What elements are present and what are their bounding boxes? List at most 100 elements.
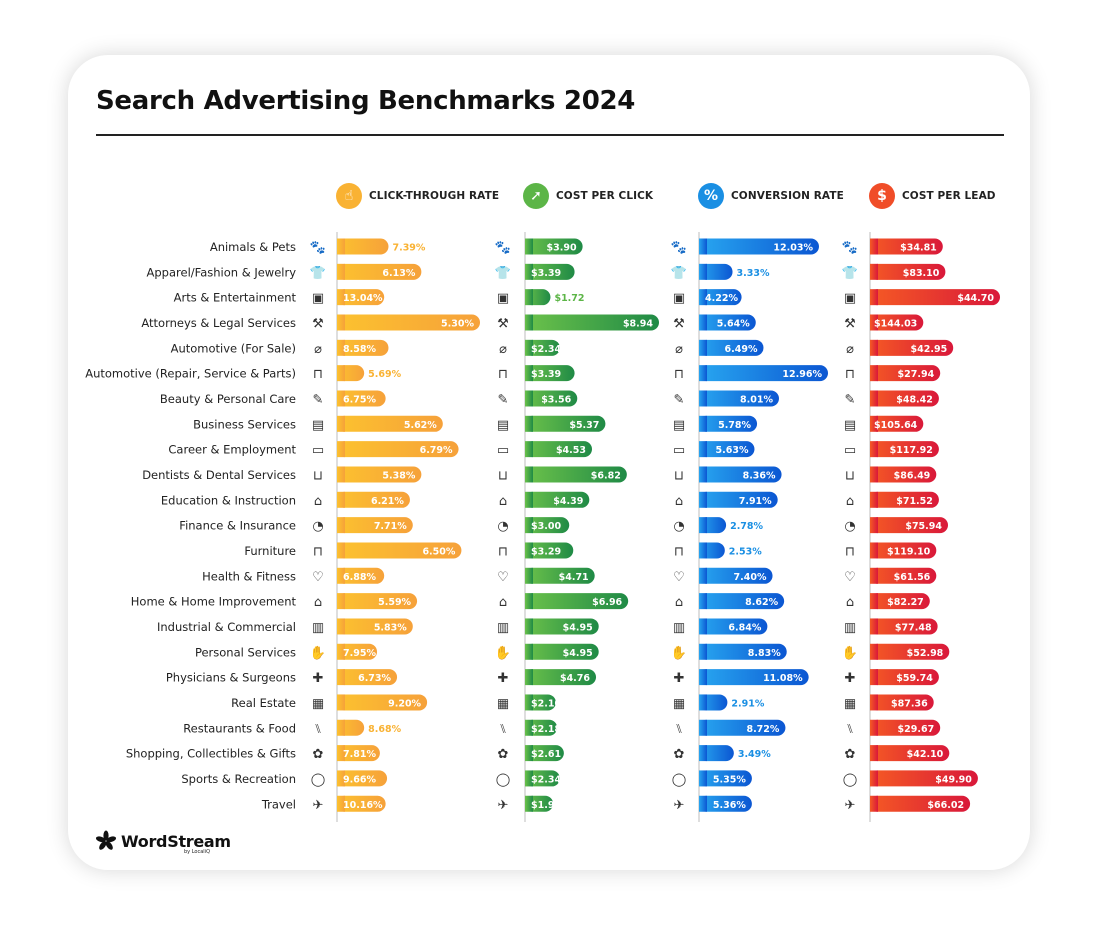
- svg-text:♡: ♡: [844, 570, 856, 585]
- bar: [525, 618, 599, 635]
- bar-left-edge: [337, 314, 345, 331]
- data-label: $6.82: [591, 470, 621, 481]
- paw-icon: 🐾: [842, 241, 858, 256]
- bar-left-edge: [525, 719, 533, 736]
- bar-left-edge: [699, 517, 707, 534]
- storefront-icon: ▦: [844, 696, 856, 711]
- data-label: 7.81%: [343, 749, 376, 760]
- bar-left-edge: [699, 390, 707, 407]
- category-label: Apparel/Fashion & Jewelry: [147, 265, 297, 279]
- svg-text:▦: ▦: [673, 696, 685, 711]
- bar-left-edge: [699, 441, 707, 458]
- bar-left-edge: [870, 745, 878, 762]
- heart-icon: ♡: [673, 570, 685, 585]
- data-label: 6.49%: [725, 344, 758, 355]
- factory-icon: ▥: [673, 620, 685, 635]
- svg-text:◯: ◯: [843, 772, 858, 787]
- bar-left-edge: [870, 618, 878, 635]
- data-label: 11.08%: [763, 673, 803, 684]
- bar: [699, 770, 752, 787]
- bar: [525, 314, 659, 331]
- svg-text:⊔: ⊔: [845, 468, 855, 483]
- bar-left-edge: [699, 365, 707, 382]
- gavel-icon: ⚒: [673, 316, 685, 331]
- bar-left-edge: [525, 694, 533, 711]
- svg-text:▥: ▥: [673, 620, 685, 635]
- bar: [870, 643, 950, 660]
- hand-pointer-icon: ☝: [336, 183, 362, 209]
- svg-text:🐾: 🐾: [310, 241, 326, 256]
- data-label: $119.10: [887, 546, 931, 557]
- medical-cross-icon: ✚: [313, 671, 324, 686]
- svg-text:⑊: ⑊: [314, 722, 322, 737]
- bar: [870, 263, 946, 280]
- bar: [870, 618, 938, 635]
- category-label: Automotive (Repair, Service & Parts): [85, 367, 296, 381]
- bar: [337, 643, 378, 660]
- bar: [525, 542, 574, 559]
- bar: [337, 517, 413, 534]
- graduation-cap-icon: ⌂: [314, 494, 322, 509]
- svg-text:⌂: ⌂: [675, 494, 683, 509]
- bar: [699, 339, 764, 356]
- bar: [699, 466, 782, 483]
- picture-frame-icon: ▣: [844, 291, 856, 306]
- bar-left-edge: [525, 618, 533, 635]
- data-label: $61.56: [894, 572, 931, 583]
- data-label: $4.53: [556, 445, 586, 456]
- bar-left-edge: [699, 694, 707, 711]
- data-label: 2.53%: [729, 546, 762, 557]
- svg-text:◔: ◔: [312, 519, 323, 534]
- data-label: 6.88%: [343, 572, 376, 583]
- bar: [699, 365, 828, 382]
- svg-text:✈: ✈: [845, 798, 856, 813]
- gavel-icon: ⚒: [844, 316, 856, 331]
- data-label: 5.83%: [374, 622, 407, 633]
- picture-frame-icon: ▣: [312, 291, 324, 306]
- data-label: $52.98: [907, 648, 944, 659]
- car-front-icon: ⊓: [845, 367, 855, 382]
- data-label: $27.94: [898, 369, 935, 380]
- briefcase-icon: ▭: [673, 443, 685, 458]
- bar-left-edge: [870, 263, 878, 280]
- bar: [525, 669, 597, 686]
- graduation-cap-icon: ⌂: [846, 494, 854, 509]
- bar: [525, 263, 575, 280]
- factory-icon: ▥: [312, 620, 324, 635]
- bar-left-edge: [337, 719, 345, 736]
- car-tag-icon: ⌀: [314, 342, 322, 357]
- bar: [699, 390, 779, 407]
- armchair-icon: ⊓: [845, 544, 855, 559]
- data-label: $4.76: [560, 673, 590, 684]
- svg-text:✎: ✎: [498, 392, 509, 407]
- svg-text:⊔: ⊔: [313, 468, 323, 483]
- factory-icon: ▥: [844, 620, 856, 635]
- category-label: Travel: [261, 797, 296, 811]
- svg-text:🐾: 🐾: [495, 241, 511, 256]
- wordstream-logo: WordStream: [95, 830, 231, 852]
- data-label: $8.94: [623, 318, 653, 329]
- column-header-label: COST PER LEAD: [902, 190, 996, 202]
- bar: [525, 643, 599, 660]
- bar-left-edge: [525, 466, 533, 483]
- paw-icon: 🐾: [495, 241, 511, 256]
- svg-text:▣: ▣: [844, 291, 856, 306]
- data-label: 3.33%: [737, 268, 770, 279]
- category-label: Dentists & Dental Services: [142, 468, 296, 482]
- storefront-icon: ▦: [312, 696, 324, 711]
- ball-icon: ◯: [496, 772, 511, 787]
- newspaper-icon: ▤: [312, 418, 324, 433]
- data-label: 3.49%: [738, 749, 771, 760]
- column-header-cvr: % CONVERSION RATE: [698, 181, 844, 211]
- svg-text:▭: ▭: [844, 443, 856, 458]
- category-label: Animals & Pets: [210, 240, 296, 254]
- svg-text:⊓: ⊓: [845, 544, 855, 559]
- bar-left-edge: [870, 643, 878, 660]
- data-label: 9.20%: [388, 698, 421, 709]
- bar-left-edge: [525, 314, 533, 331]
- bar-left-edge: [870, 669, 878, 686]
- svg-text:▣: ▣: [312, 291, 324, 306]
- bar-left-edge: [337, 745, 345, 762]
- piggy-bank-icon: ◔: [844, 519, 855, 534]
- svg-text:✎: ✎: [313, 392, 324, 407]
